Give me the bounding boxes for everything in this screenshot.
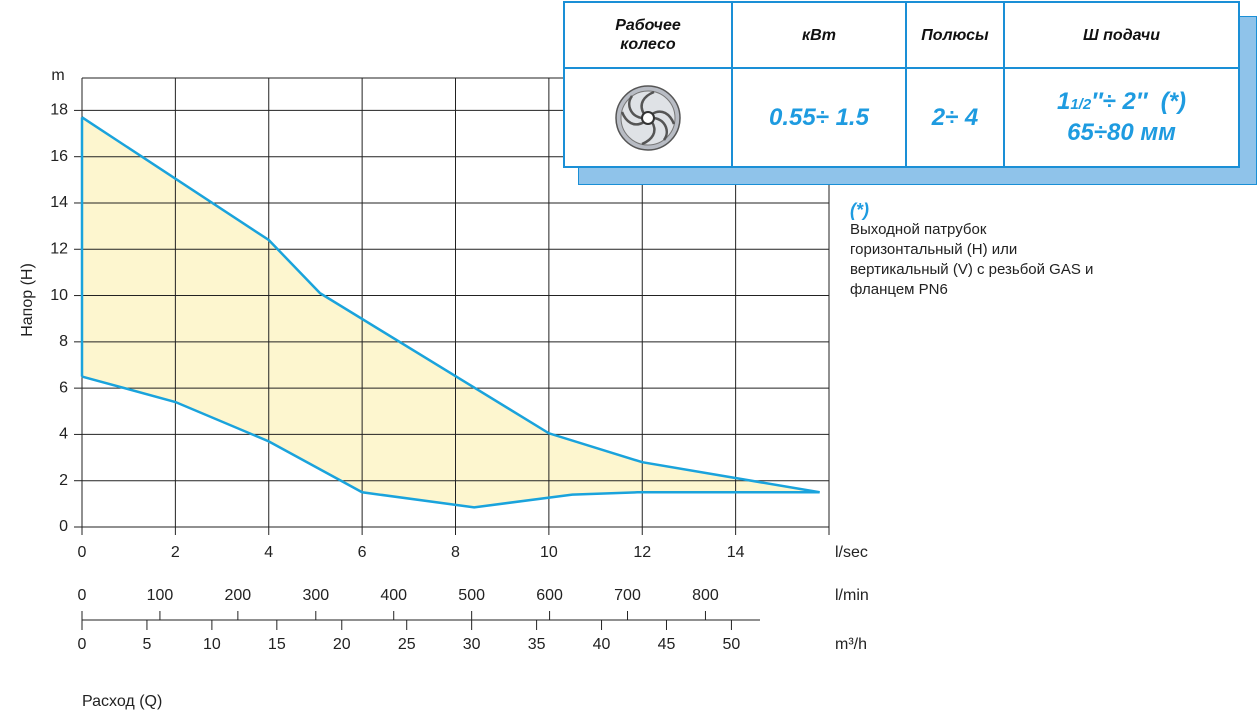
footnote-line: горизонтальный (H) или xyxy=(850,241,1018,258)
x-tick-label: 2 xyxy=(171,544,180,561)
secondary-tick-label: 15 xyxy=(268,636,286,653)
outlet-mm: 65÷80 мм xyxy=(1067,119,1176,146)
header-cell: кВт xyxy=(733,3,907,69)
secondary-tick-label: 100 xyxy=(147,587,174,604)
x-tick-label: 12 xyxy=(633,544,651,561)
x-unit: l/sec xyxy=(835,544,868,561)
secondary-tick-label: 300 xyxy=(302,587,329,604)
x-tick-label: 10 xyxy=(540,544,558,561)
footnote-line: фланцем PN6 xyxy=(850,281,948,298)
secondary-tick-label: 50 xyxy=(723,636,741,653)
y-unit: m xyxy=(51,67,64,84)
secondary-tick-label: 35 xyxy=(528,636,546,653)
secondary-tick-label: 5 xyxy=(142,636,151,653)
secondary-tick-label: 700 xyxy=(614,587,641,604)
secondary-tick-label: 30 xyxy=(463,636,481,653)
y-tick-label: 6 xyxy=(59,379,68,396)
x-unit-m3h: m³/h xyxy=(835,636,867,653)
range-fill xyxy=(82,117,820,508)
spec-table: Рабочее колесо кВт Полюсы Ш подачи 0.55÷… xyxy=(563,1,1240,168)
outlet-cell: 11/2″÷ 2″ (*) 65÷80 мм xyxy=(1005,69,1238,166)
secondary-tick-label: 0 xyxy=(78,587,87,604)
x-tick-label: 4 xyxy=(264,544,273,561)
poles-value: 2÷ 4 xyxy=(931,103,979,131)
header-text: Ш подачи xyxy=(1083,26,1160,44)
curve xyxy=(81,116,820,494)
y-tick-label: 14 xyxy=(50,194,68,211)
header-cell: Рабочее колесо xyxy=(565,3,733,69)
x-tick-label: 6 xyxy=(358,544,367,561)
header-text: Рабочее колесо xyxy=(615,17,681,53)
x-unit-lmin: l/min xyxy=(835,587,869,604)
kw-value: 0.55÷ 1.5 xyxy=(769,103,869,131)
footnote-line: вертикальный (V) с резьбой GAS и xyxy=(850,261,1094,278)
secondary-tick-label: 25 xyxy=(398,636,416,653)
outlet-inch: 11/2″÷ 2″ (*) xyxy=(1057,88,1186,119)
y-tick-label: 2 xyxy=(59,472,68,489)
y-tick-label: 12 xyxy=(50,240,68,257)
kw-cell: 0.55÷ 1.5 xyxy=(733,69,907,166)
secondary-tick-label: 0 xyxy=(78,636,87,653)
x-axis-label: Расход (Q) xyxy=(82,693,162,710)
secondary-tick-label: 10 xyxy=(203,636,221,653)
y-tick-label: 16 xyxy=(50,148,68,165)
poles-cell: 2÷ 4 xyxy=(907,69,1005,166)
footnote-mark: (*) xyxy=(850,200,869,220)
curve xyxy=(81,375,820,509)
outlet-fraction: 1/2 xyxy=(1070,96,1092,113)
secondary-tick-label: 500 xyxy=(458,587,485,604)
secondary-tick-label: 20 xyxy=(333,636,351,653)
x-tick-label: 8 xyxy=(451,544,460,561)
y-tick-label: 18 xyxy=(50,102,68,119)
x-tick-label: 14 xyxy=(727,544,745,561)
secondary-tick-label: 40 xyxy=(593,636,611,653)
footnote: (*) Выходной патрубок горизонтальный (H)… xyxy=(850,200,1093,300)
header-text: Полюсы xyxy=(921,26,989,44)
y-tick-label: 8 xyxy=(59,333,68,350)
secondary-tick-label: 800 xyxy=(692,587,719,604)
secondary-tick-label: 400 xyxy=(380,587,407,604)
impeller-cell xyxy=(565,69,733,166)
y-axis-label: Напор (H) xyxy=(19,263,36,337)
y-tick-label: 4 xyxy=(59,426,68,443)
header-cell: Полюсы xyxy=(907,3,1005,69)
x-tick-label: 0 xyxy=(78,544,87,561)
impeller-icon xyxy=(615,84,681,151)
footnote-line: Выходной патрубок xyxy=(850,221,987,238)
secondary-tick-label: 200 xyxy=(225,587,252,604)
outlet-whole: 1 xyxy=(1056,88,1071,115)
y-tick-label: 0 xyxy=(59,518,68,535)
outlet-rest: ″÷ 2″ (*) xyxy=(1091,88,1187,115)
secondary-tick-label: 600 xyxy=(536,587,563,604)
y-tick-label: 10 xyxy=(50,287,68,304)
secondary-tick-label: 45 xyxy=(658,636,676,653)
header-text: кВт xyxy=(802,26,836,44)
header-cell: Ш подачи xyxy=(1005,3,1238,69)
